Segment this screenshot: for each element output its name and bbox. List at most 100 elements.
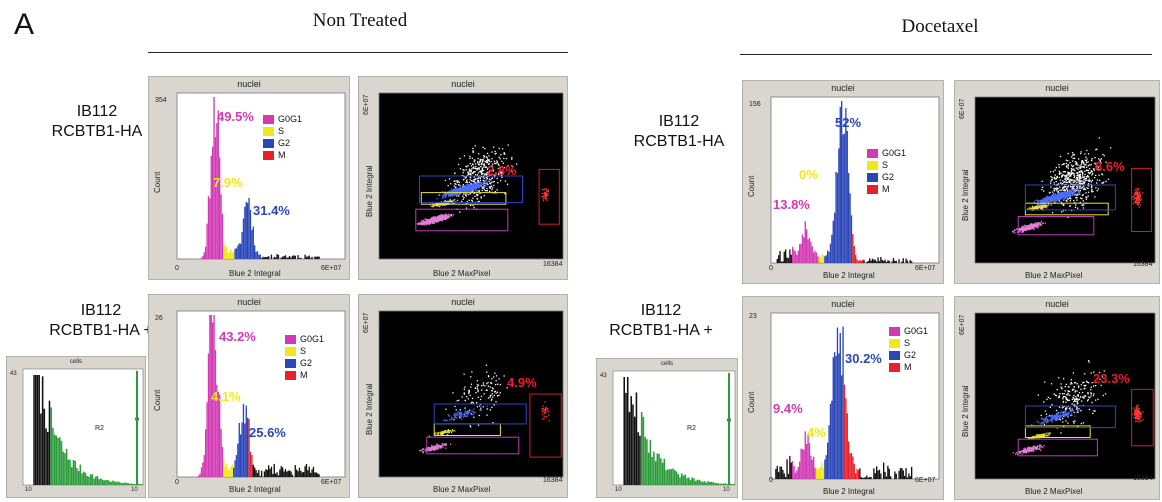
scatter-point: [467, 190, 470, 192]
scatter-point: [486, 188, 488, 190]
scatter-point: [464, 410, 466, 412]
scatter-point: [451, 200, 453, 202]
scatter-point: [1030, 227, 1032, 230]
scatter-point: [451, 189, 454, 191]
scatter-point: [1087, 165, 1089, 167]
gate-rect: [426, 436, 520, 455]
histogram-bar: [206, 223, 208, 259]
scatter-point: [1071, 156, 1073, 158]
scatter-point: [1075, 172, 1078, 174]
scatter-point: [1085, 198, 1087, 200]
scatter-point: [1082, 207, 1085, 209]
scatter-point: [1030, 447, 1032, 449]
scatter-point: [458, 163, 460, 166]
scatter-point: [451, 417, 453, 420]
scatter-point: [430, 449, 432, 451]
scatter-point: [1079, 174, 1081, 176]
scatter-point: [434, 434, 436, 436]
legend-item: G2: [889, 349, 928, 361]
x-axis-label: Blue 2 Integral: [823, 271, 875, 280]
histogram-bar: [894, 471, 896, 479]
scatter-point: [1089, 397, 1091, 399]
scatter-point: [435, 217, 437, 219]
scatter-point: [483, 166, 485, 168]
histogram-bar: [252, 226, 254, 259]
histogram-bar: [290, 471, 292, 477]
row-label-line: IB112: [640, 302, 682, 319]
scatter-point: [1034, 225, 1036, 227]
scatter-point: [1036, 448, 1038, 450]
scatter-point: [478, 183, 480, 186]
scatter-point: [499, 158, 501, 160]
scatter-point: [457, 180, 459, 182]
scatter-point: [1045, 199, 1047, 201]
scatter-point: [463, 188, 465, 190]
scatter-point: [1040, 199, 1042, 201]
scatter-point: [1061, 407, 1064, 409]
scatter-point: [447, 430, 449, 432]
scatter-point: [476, 174, 479, 176]
scatter-point: [1085, 192, 1087, 194]
scatter-point: [1051, 191, 1054, 193]
scatter-point: [1050, 171, 1052, 173]
histogram-bar: [298, 467, 301, 477]
scatter-point: [1026, 227, 1028, 229]
histogram-bar: [255, 251, 257, 259]
scatter-point: [470, 189, 472, 191]
scatter-point: [501, 148, 504, 150]
scatter-point: [437, 205, 439, 207]
scatter-point: [1073, 190, 1075, 192]
scatter-point: [488, 376, 490, 378]
scatter-point: [494, 162, 496, 164]
scatter-point: [1070, 191, 1073, 193]
scatter-point: [1071, 209, 1073, 212]
scatter-point: [1026, 208, 1029, 210]
scatter-point: [467, 186, 470, 188]
scatter-point: [489, 174, 491, 176]
scatter-point: [472, 167, 474, 169]
scatter-point: [1088, 176, 1090, 178]
scatter-point: [471, 199, 473, 201]
scatter-point: [1074, 163, 1077, 165]
scatter-point: [458, 399, 460, 401]
scatter-point: [1029, 224, 1031, 227]
scatter-point: [468, 389, 470, 391]
scatter-cloud: [428, 429, 456, 437]
pct-g0g1: 9.4%: [773, 401, 803, 416]
histogram-bar: [244, 423, 246, 477]
scatter-point: [505, 157, 508, 160]
scatter-point: [1024, 229, 1026, 231]
scatter-point: [1082, 182, 1085, 184]
scatter-point: [1085, 169, 1088, 171]
scatter-point: [1064, 194, 1066, 196]
histogram-nt-bottom: nuclei 26 Count 0 6E+07 Blue 2 Integral …: [148, 294, 350, 498]
scatter-point: [490, 161, 492, 163]
scatter-point: [437, 448, 440, 450]
scatter-point: [1027, 450, 1030, 452]
scatter-point: [477, 186, 479, 188]
scatter-point: [432, 448, 435, 450]
y-axis-label: Count: [153, 171, 162, 193]
scatter-point: [1084, 179, 1086, 181]
scatter-point: [1053, 197, 1055, 199]
scatter-point: [1066, 188, 1068, 190]
scatter-point: [1065, 398, 1067, 401]
scatter-point: [492, 181, 494, 183]
scatter-point: [1041, 206, 1043, 208]
scatter-point: [474, 183, 477, 186]
scatter-point: [441, 444, 443, 446]
x-max-tick: 16384: [1133, 261, 1153, 268]
scatter-point: [487, 385, 489, 387]
scatter-point: [1021, 227, 1023, 230]
scatter-point: [437, 219, 439, 222]
scatter-point: [1064, 390, 1066, 392]
scatter-point: [1090, 386, 1092, 388]
histogram-bar: [249, 451, 252, 477]
y-axis-label: Count: [153, 389, 162, 411]
histogram-bar: [909, 260, 911, 263]
scatter-point: [448, 216, 450, 218]
scatter-point: [1067, 193, 1069, 195]
scatter-point: [1031, 226, 1033, 228]
scatter-point: [455, 194, 457, 196]
scatter-point: [1095, 149, 1097, 151]
